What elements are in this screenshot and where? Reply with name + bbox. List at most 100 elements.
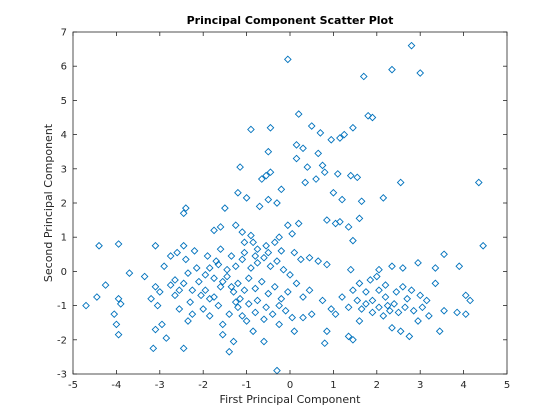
data-point [290, 248, 299, 257]
data-point [240, 248, 249, 257]
data-point [388, 262, 396, 271]
data-point [283, 288, 292, 296]
data-point [268, 310, 277, 318]
data-point [166, 281, 175, 289]
data-point [418, 303, 427, 312]
data-point [264, 195, 273, 204]
data-point [188, 310, 197, 318]
data-point [158, 320, 166, 329]
data-point [385, 306, 394, 315]
data-point [112, 320, 121, 329]
data-point [244, 300, 253, 308]
data-point [355, 214, 364, 223]
x-tick-label: 0 [287, 380, 293, 391]
data-point [225, 310, 234, 318]
y-tick-label: -2 [57, 335, 67, 346]
data-point [179, 209, 188, 218]
data-point [277, 185, 286, 194]
data-point [407, 286, 416, 295]
data-point [327, 305, 336, 313]
data-point [244, 274, 253, 283]
data-point [362, 288, 370, 296]
data-point [110, 310, 119, 318]
data-point [416, 291, 425, 300]
data-point [179, 344, 188, 353]
data-point [349, 335, 357, 344]
data-point [314, 149, 323, 158]
data-point [414, 259, 422, 267]
data-point [262, 241, 270, 250]
data-point [479, 241, 487, 250]
data-point [214, 260, 223, 269]
data-point [288, 229, 297, 238]
data-point [294, 219, 303, 228]
data-point [257, 277, 266, 286]
data-point [251, 252, 260, 260]
data-point [171, 291, 179, 300]
data-point [223, 265, 231, 274]
data-point [175, 286, 184, 295]
data-point [93, 293, 101, 301]
data-point [253, 245, 262, 254]
data-point [234, 188, 242, 197]
x-tick-label: -5 [68, 380, 78, 391]
data-point [279, 265, 288, 274]
data-point [294, 110, 303, 118]
data-point [301, 178, 310, 187]
data-point [440, 250, 448, 259]
data-point [184, 269, 192, 277]
data-point [231, 221, 240, 230]
data-point [234, 303, 242, 312]
data-point [323, 327, 331, 336]
data-point [95, 241, 103, 250]
x-tick-label: -1 [242, 380, 252, 391]
data-point [353, 173, 362, 182]
data-point [394, 308, 403, 317]
y-tick-label: 4 [61, 130, 67, 141]
data-point [253, 259, 262, 267]
data-point [151, 282, 160, 291]
data-point [275, 301, 283, 310]
data-point [318, 296, 327, 305]
data-point [388, 323, 396, 332]
data-point [116, 300, 125, 308]
data-point [299, 144, 307, 153]
data-point [357, 197, 366, 206]
data-point [381, 281, 390, 289]
data-point [270, 238, 279, 247]
data-point [349, 236, 357, 245]
data-point [82, 301, 90, 310]
data-point [247, 125, 255, 134]
data-point [327, 135, 336, 144]
y-tick-label: 7 [61, 28, 67, 39]
y-tick-label: 3 [61, 164, 67, 175]
data-point [364, 111, 372, 120]
data-point [151, 241, 160, 250]
data-point [162, 334, 171, 342]
data-point [216, 282, 225, 291]
data-point [390, 300, 398, 308]
data-point [333, 170, 342, 178]
data-point [173, 248, 181, 257]
data-point [405, 332, 414, 341]
y-axis-label: Second Principal Component [42, 123, 55, 282]
data-point [221, 204, 229, 212]
data-point [383, 301, 392, 310]
data-point [240, 286, 249, 295]
data-point [227, 252, 236, 260]
data-point [247, 264, 255, 272]
data-point [375, 286, 383, 295]
data-point [114, 294, 123, 303]
data-point [205, 312, 214, 320]
data-point [396, 178, 405, 187]
data-point [379, 312, 388, 320]
data-point [355, 279, 364, 288]
data-point [422, 296, 431, 305]
data-point [292, 141, 301, 149]
data-point [242, 317, 251, 325]
data-point [297, 255, 305, 264]
y-tick-label: 0 [61, 267, 67, 278]
data-point [149, 344, 158, 353]
data-point [431, 279, 440, 288]
chart-title: Principal Component Scatter Plot [187, 14, 394, 27]
